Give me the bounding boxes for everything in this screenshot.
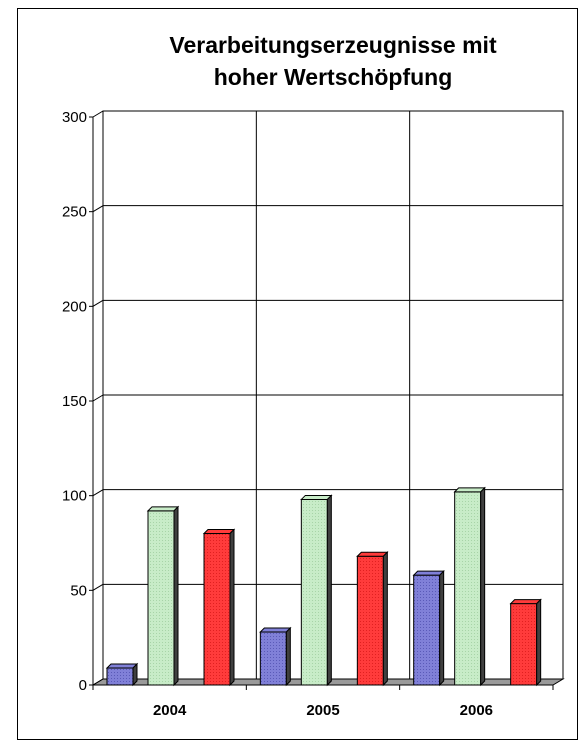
x-tick-label-2005: 2005 xyxy=(306,702,339,719)
bars xyxy=(105,486,542,687)
bar-front xyxy=(413,574,441,686)
bar-side xyxy=(173,505,179,687)
y-tick-depth xyxy=(92,678,104,686)
bar-side xyxy=(536,598,542,687)
bar-front xyxy=(259,631,287,686)
bar-top xyxy=(412,570,445,576)
bar-2006-3 xyxy=(509,598,542,687)
bar-top xyxy=(146,506,180,512)
y-tick-label: 200 xyxy=(62,298,87,315)
x-tick-label-2006: 2006 xyxy=(460,702,493,719)
bar-top xyxy=(509,599,542,605)
y-tick-depth xyxy=(92,583,104,591)
bar-front xyxy=(300,498,328,686)
bar-side xyxy=(439,569,445,687)
y-tick-depth xyxy=(92,205,104,213)
bar-top xyxy=(300,494,333,500)
bar-side xyxy=(326,494,332,687)
bar-top xyxy=(453,487,486,493)
bar-side xyxy=(285,626,291,687)
bar-front xyxy=(106,667,134,686)
y-tick-label: 100 xyxy=(62,488,87,505)
y-tick-label: 150 xyxy=(62,393,87,410)
y-tick-depth xyxy=(92,110,104,118)
bar-2004-1 xyxy=(105,662,139,687)
bar-front xyxy=(147,510,175,686)
bar-2004-3 xyxy=(202,528,236,687)
y-tick-depth xyxy=(92,394,104,402)
y-tick-label: 50 xyxy=(70,582,87,599)
chart-title-line-2: hoher Wertschöpfung xyxy=(214,64,453,90)
bar-side xyxy=(229,528,235,687)
bar-2005-1 xyxy=(259,626,292,687)
y-tick-depth xyxy=(92,299,104,307)
bar-top xyxy=(202,529,236,535)
bar-front xyxy=(454,491,482,686)
bar-2004-2 xyxy=(146,505,180,687)
y-tick-label: 250 xyxy=(62,204,87,221)
y-tick-label: 0 xyxy=(79,677,87,694)
y-tick-depth xyxy=(92,489,104,497)
bar-side xyxy=(382,551,388,687)
bar-2005-2 xyxy=(300,494,333,687)
bar-side xyxy=(480,486,486,687)
chart-title-line-1: Verarbeitungserzeugnisse mit xyxy=(169,32,497,58)
axes: 0 50 100 150 200 250 300 2004 2005 2006 xyxy=(62,109,554,719)
y-tick-label: 300 xyxy=(62,109,87,126)
bar-2006-1 xyxy=(412,569,445,687)
bar-front xyxy=(356,555,384,686)
bar-top xyxy=(105,663,139,669)
bar-top xyxy=(356,551,389,557)
bar-2006-2 xyxy=(453,486,486,687)
bar-front xyxy=(203,533,231,686)
bar-side xyxy=(132,662,138,687)
bar-2005-3 xyxy=(356,551,389,687)
bar-top xyxy=(259,627,292,633)
bar-front xyxy=(510,603,538,686)
chart-frame xyxy=(17,8,578,740)
x-tick-label-2004: 2004 xyxy=(153,702,187,719)
